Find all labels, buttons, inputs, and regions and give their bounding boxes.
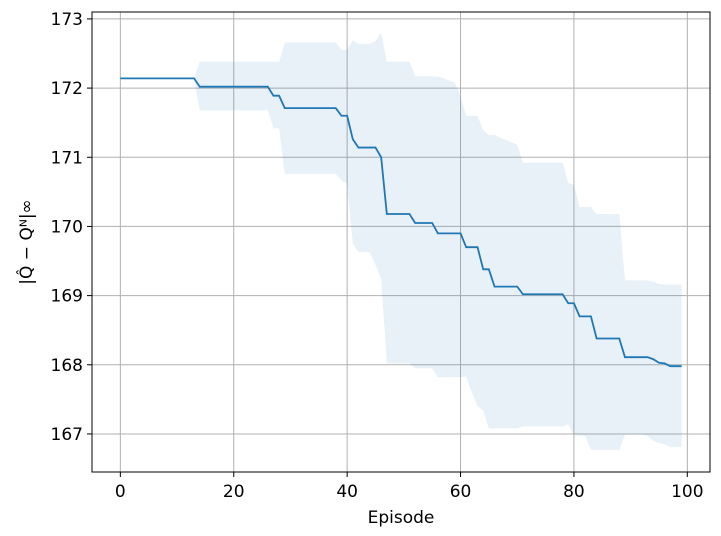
x-tick-label: 0	[115, 482, 126, 502]
y-tick-label: 169	[51, 287, 83, 307]
x-axis-ticks: 0 20 40 60 80 100	[115, 472, 704, 502]
y-axis-ticks: 167 168 169 170 171 172 173	[51, 10, 92, 445]
x-tick-label: 60	[450, 482, 472, 502]
y-tick-label: 168	[51, 356, 83, 376]
y-tick-label: 172	[51, 79, 83, 99]
grid-lines	[92, 12, 710, 472]
series-line	[120, 77, 682, 368]
y-axis-label: |Q̂ − Qᴺ|∞	[16, 199, 37, 284]
y-tick-label: 171	[51, 148, 83, 168]
y-tick-label: 170	[51, 217, 83, 237]
y-tick-label: 167	[51, 425, 83, 445]
y-tick-label: 173	[51, 10, 83, 30]
x-tick-label: 40	[336, 482, 358, 502]
plot-frame	[91, 11, 711, 473]
x-tick-label: 80	[563, 482, 585, 502]
x-tick-label: 20	[223, 482, 245, 502]
confidence-band	[120, 32, 682, 450]
x-axis-label: Episode	[368, 508, 435, 528]
x-tick-label: 100	[671, 482, 703, 502]
